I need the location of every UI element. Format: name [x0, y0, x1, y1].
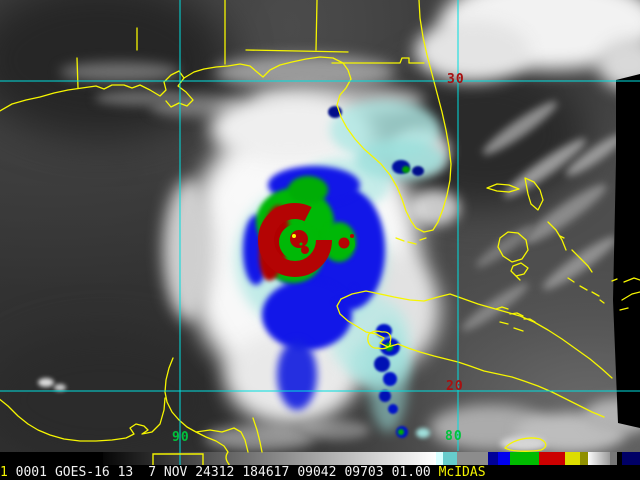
colorbar-gradient	[0, 452, 640, 465]
enhanced-cloud-blue	[277, 340, 317, 410]
enhanced-cell-navy	[328, 106, 342, 118]
cloud	[538, 230, 622, 296]
cloud	[415, 20, 530, 82]
satellite-image[interactable]	[0, 0, 640, 452]
cloud	[95, 90, 185, 106]
cloud	[205, 425, 315, 451]
image-line: 09042	[297, 465, 337, 480]
enhanced-cell-green	[398, 429, 404, 435]
enhanced-cloud-blue	[262, 280, 352, 350]
magnification: 01.00	[391, 465, 431, 480]
cloud	[54, 384, 66, 391]
cloud	[410, 190, 460, 226]
image-element: 09703	[344, 465, 384, 480]
band-number: 13	[117, 465, 134, 480]
cloud	[215, 55, 395, 89]
enhanced-cell-blue	[374, 356, 390, 372]
cloud	[38, 378, 54, 387]
dark-region	[0, 330, 230, 452]
enhancement-colorbar	[0, 452, 640, 465]
frame-number: 1	[0, 465, 8, 480]
enhanced-cell-blue	[376, 324, 392, 338]
enhanced-cloud-green	[322, 222, 356, 262]
cloud	[472, 221, 538, 272]
enhanced-cloud-blue	[350, 284, 358, 291]
hurricane-cloud-shield	[163, 180, 215, 320]
enhanced-cloud-cyan	[416, 428, 430, 438]
mcidas-brand: McIDAS	[438, 465, 486, 480]
enhanced-cell-green	[385, 343, 393, 351]
enhanced-cloud-blue	[332, 298, 342, 306]
cloud	[500, 436, 546, 451]
image-metadata: 13 7 NOV 24312 184617 09042 09703 01.00	[118, 465, 439, 480]
enhanced-cell-blue	[383, 372, 397, 386]
enhanced-cloud-green	[288, 176, 328, 204]
enhanced-cell-blue	[379, 390, 391, 402]
status-bar: 1 0001 GOES-16 13 7 NOV 24312 184617 09042 09…	[0, 465, 640, 480]
enhanced-cell-green	[402, 166, 410, 173]
image-id: 0001	[15, 465, 47, 480]
enhanced-cell-blue	[388, 404, 398, 414]
image-date: 7 NOV 24312	[148, 465, 235, 480]
image-time: 184617	[242, 465, 290, 480]
cloud	[300, 420, 370, 440]
cloud	[60, 62, 180, 82]
image-identifier: 0001 GOES-16	[16, 465, 118, 480]
enhanced-cell-navy	[412, 166, 424, 176]
cloud	[458, 278, 532, 336]
satellite-name: GOES-16	[54, 465, 110, 480]
